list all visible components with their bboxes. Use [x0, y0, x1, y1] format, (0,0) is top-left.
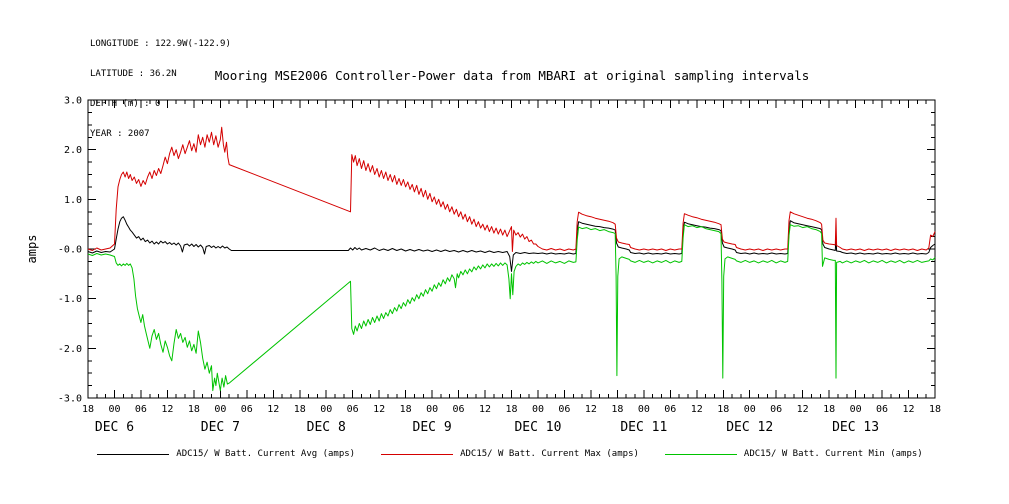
x-tick-label: 12: [797, 404, 809, 415]
series-avg-line: [87, 216, 936, 272]
series-min-line: [87, 224, 936, 392]
info-longitude: LONGITUDE : 122.9W(-122.9): [90, 39, 231, 49]
x-date-label: DEC 9: [413, 420, 452, 435]
chart-title: Mooring MSE2006 Controller-Power data fr…: [214, 68, 810, 83]
x-tick-label: 12: [903, 404, 915, 415]
y-tick-label: -3.0: [58, 394, 82, 405]
x-tick-label: 06: [876, 404, 888, 415]
x-tick-label: 18: [400, 404, 412, 415]
info-block: LONGITUDE : 122.9W(-122.9) LATITUDE : 36…: [90, 19, 231, 159]
x-tick-label: 06: [347, 404, 359, 415]
legend-item-max: ADC15/ W Batt. Current Max (amps): [381, 449, 639, 459]
info-latitude: LATITUDE : 36.2N: [90, 69, 177, 79]
x-tick-label: 18: [82, 404, 94, 415]
x-tick-label: 00: [532, 404, 544, 415]
x-tick-label: 18: [188, 404, 200, 415]
x-tick-label: 18: [823, 404, 835, 415]
x-tick-label: 06: [135, 404, 147, 415]
y-tick-label: -1.0: [58, 294, 82, 305]
x-tick-label: 06: [770, 404, 782, 415]
legend-swatch-min: [664, 453, 737, 455]
y-tick-label: 2.0: [64, 145, 82, 156]
y-tick-label: -0.0: [58, 245, 82, 256]
x-tick-label: 00: [744, 404, 756, 415]
x-date-label: DEC 11: [620, 420, 667, 435]
x-tick-label: 18: [294, 404, 306, 415]
legend-swatch-max: [381, 453, 454, 455]
x-tick-label: 12: [479, 404, 491, 415]
x-tick-label: 06: [558, 404, 570, 415]
x-tick-label: 12: [373, 404, 385, 415]
x-tick-label: 12: [161, 404, 173, 415]
x-tick-label: 00: [320, 404, 332, 415]
x-tick-label: 18: [717, 404, 729, 415]
x-date-label: DEC 10: [514, 420, 561, 435]
x-tick-label: 06: [664, 404, 676, 415]
x-tick-label: 06: [453, 404, 465, 415]
series-max-line: [87, 126, 936, 252]
x-tick-label: 00: [108, 404, 120, 415]
y-tick-label: -2.0: [58, 344, 82, 355]
x-tick-label: 00: [214, 404, 226, 415]
x-tick-label: 18: [929, 404, 941, 415]
x-tick-label: 00: [426, 404, 438, 415]
legend-swatch-avg: [97, 453, 170, 455]
x-tick-label: 12: [585, 404, 597, 415]
plot-frame: [87, 99, 936, 399]
x-date-label: DEC 6: [95, 420, 134, 435]
info-year: YEAR : 2007: [90, 129, 150, 139]
x-date-label: DEC 7: [201, 420, 240, 435]
x-tick-label: 12: [691, 404, 703, 415]
x-date-label: DEC 8: [307, 420, 346, 435]
chart-legend: ADC15/ W Batt. Current Avg (amps) ADC15/ …: [60, 449, 960, 459]
x-tick-label: 06: [241, 404, 253, 415]
legend-label-avg: ADC15/ W Batt. Current Avg (amps): [176, 449, 356, 459]
y-tick-label: 3.0: [64, 96, 82, 107]
x-tick-label: 18: [611, 404, 623, 415]
legend-label-min: ADC15/ W Batt. Current Min (amps): [743, 449, 923, 459]
legend-item-min: ADC15/ W Batt. Current Min (amps): [664, 449, 923, 459]
info-depth: DEPTH (m) : 0: [90, 99, 161, 109]
y-axis-title: amps: [25, 235, 39, 264]
legend-label-max: ADC15/ W Batt. Current Max (amps): [460, 449, 639, 459]
x-tick-label: 00: [638, 404, 650, 415]
x-tick-label: 12: [267, 404, 279, 415]
legend-item-avg: ADC15/ W Batt. Current Avg (amps): [97, 449, 355, 459]
x-tick-label: 18: [505, 404, 517, 415]
x-date-label: DEC 12: [726, 420, 773, 435]
x-date-label: DEC 13: [832, 420, 879, 435]
x-tick-label: 00: [850, 404, 862, 415]
y-tick-label: 1.0: [64, 195, 82, 206]
